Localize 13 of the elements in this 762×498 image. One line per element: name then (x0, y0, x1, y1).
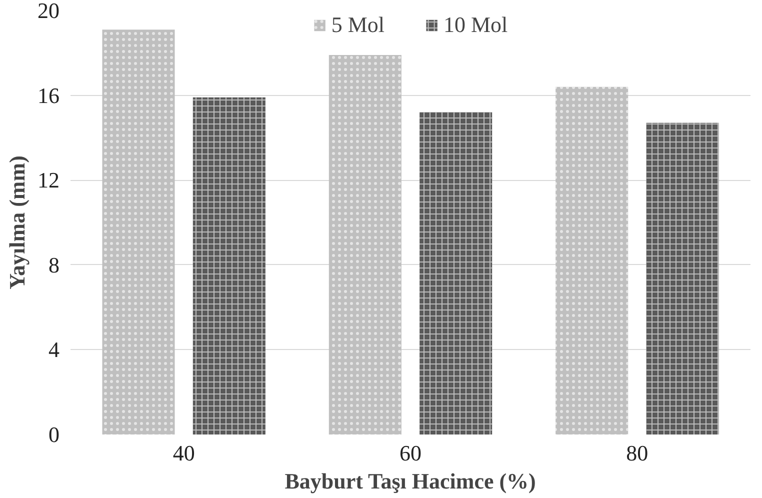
y-axis-title: Yayılma (mm) (4, 156, 30, 290)
y-tick-label: 12 (38, 168, 60, 193)
y-tick-label: 16 (38, 82, 60, 108)
x-tick-label: 40 (172, 440, 195, 466)
legend-label: 5 Mol (331, 12, 384, 38)
y-tick-label: 20 (38, 0, 60, 23)
x-tick-label: 60 (400, 440, 422, 466)
y-tick-label: 4 (48, 337, 60, 362)
y-tick-label: 8 (48, 252, 60, 278)
x-axis-title: Bayburt Taşı Hacimce (%) (284, 468, 536, 494)
x-tick-label: 80 (626, 440, 648, 466)
legend-label: 10 Mol (444, 12, 508, 38)
y-tick-label: 0 (48, 422, 60, 447)
